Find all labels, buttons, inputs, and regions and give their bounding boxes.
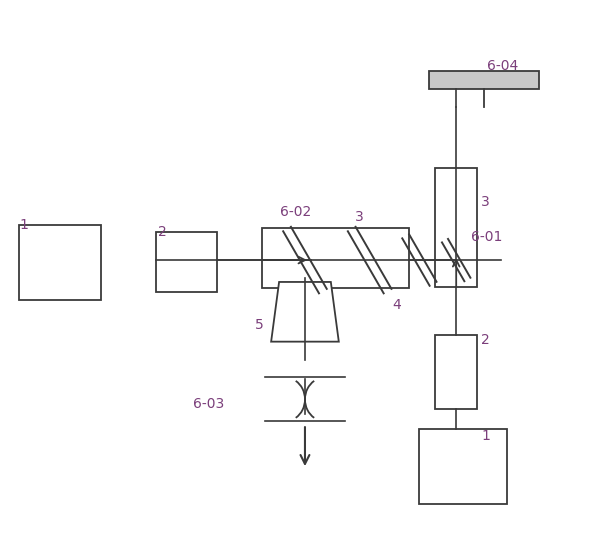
Text: 5: 5: [255, 318, 264, 332]
Bar: [262, 228, 409, 288]
Text: 3: 3: [481, 195, 490, 210]
Text: 6-04: 6-04: [487, 59, 519, 73]
Text: 2: 2: [158, 225, 166, 239]
Text: 2: 2: [481, 333, 490, 347]
Bar: [435, 335, 477, 409]
Bar: [420, 429, 507, 504]
Text: 1: 1: [481, 429, 490, 443]
Text: 3: 3: [355, 211, 364, 224]
Polygon shape: [271, 282, 339, 342]
Bar: [156, 232, 218, 292]
Bar: [435, 167, 477, 287]
Text: 6-02: 6-02: [280, 205, 311, 219]
Text: 4: 4: [393, 298, 401, 312]
Bar: [20, 225, 101, 300]
Bar: [429, 71, 539, 89]
Text: 6-01: 6-01: [471, 230, 502, 244]
Text: 6-03: 6-03: [193, 397, 224, 411]
Text: 1: 1: [20, 218, 28, 232]
